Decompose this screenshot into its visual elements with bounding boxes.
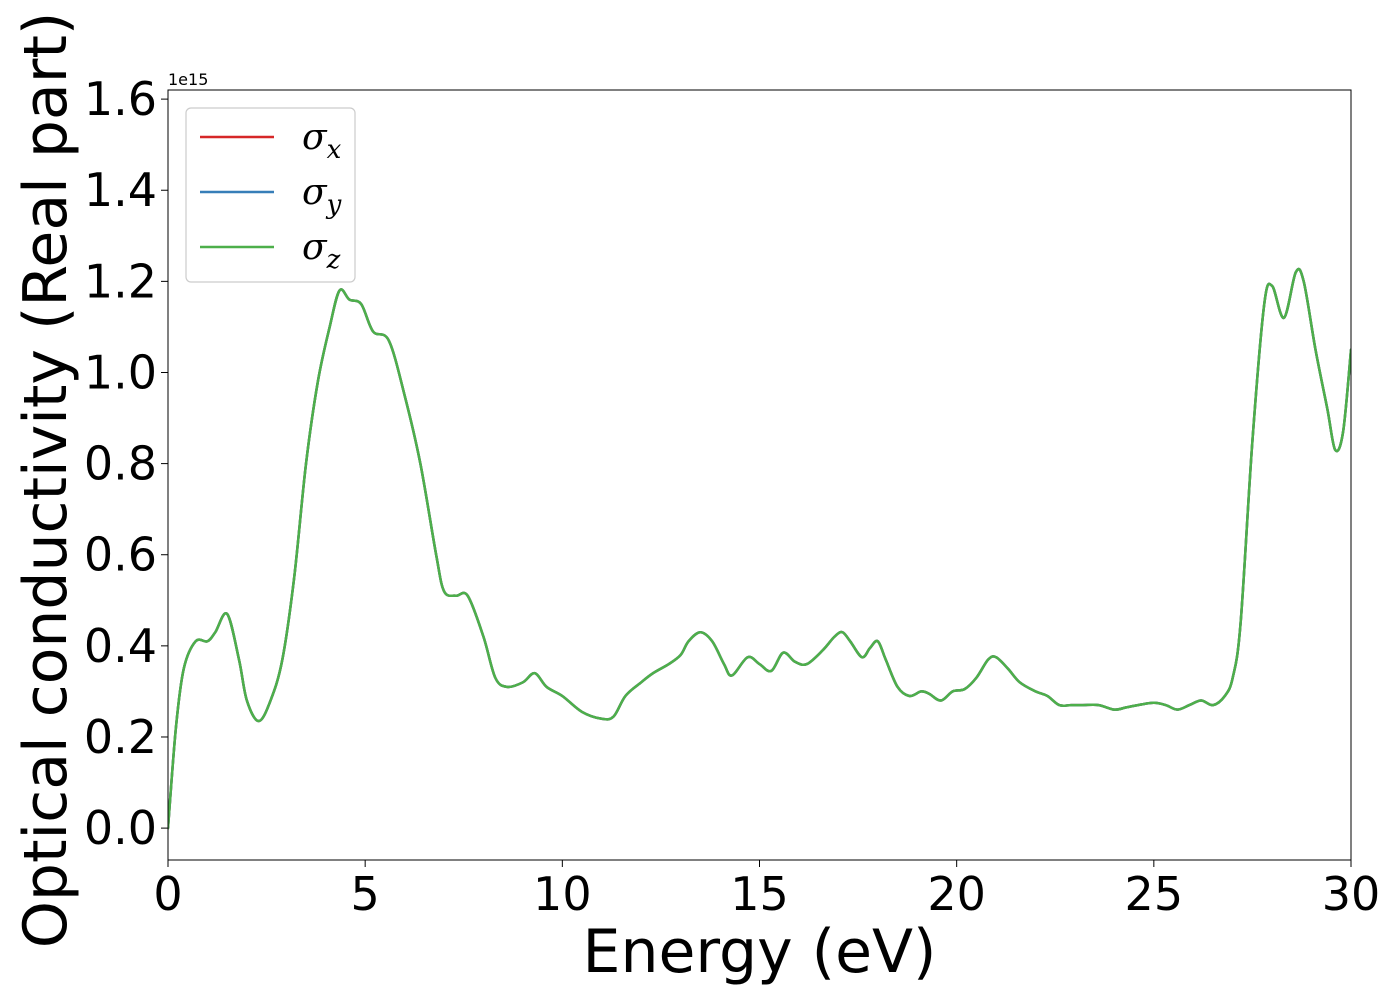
legend: σx σy σz: [185, 107, 356, 283]
x-tick-label: 30: [1322, 867, 1381, 921]
x-tick-label: 20: [927, 867, 986, 921]
x-tick-label: 15: [730, 867, 789, 921]
legend-items: σx σy σz: [200, 117, 342, 275]
y-tick-label: 0.0: [84, 801, 157, 855]
x-tick-label: 10: [533, 867, 592, 921]
series-layer: [168, 267, 1351, 830]
legend-label: σx: [302, 117, 342, 165]
y-tick-label: 0.4: [84, 619, 157, 673]
x-axis-title: Energy (eV): [583, 917, 937, 987]
legend-entry-x: σx: [200, 117, 342, 165]
y-tick-label: 0.8: [84, 437, 157, 491]
y-tick-label: 0.2: [84, 710, 157, 764]
y-tick-label: 1.6: [84, 72, 157, 126]
y-tick-label: 0.6: [84, 528, 157, 582]
y-offset-label: 1e15: [168, 70, 208, 89]
legend-entry-y: σy: [200, 172, 342, 220]
legend-entry-z: σz: [200, 227, 341, 275]
y-axis-title: Optical conductivity (Real part): [11, 12, 81, 949]
series-line-z: [168, 267, 1351, 830]
legend-label: σz: [302, 227, 341, 275]
x-tick-label: 25: [1125, 867, 1184, 921]
y-tick-label: 1.0: [84, 345, 157, 399]
y-tick-label: 1.4: [84, 163, 157, 217]
x-tick-label: 5: [351, 867, 380, 921]
legend-box: [185, 107, 356, 283]
legend-label: σy: [302, 172, 342, 220]
y-tick-label: 1.2: [84, 254, 157, 308]
x-tick-label: 0: [153, 867, 182, 921]
x-axis-ticks: 0 5 10 15 20 25 30: [153, 860, 1380, 921]
y-axis-ticks: 0.0 0.2 0.4 0.6 0.8 1.0 1.2 1.4 1.6: [84, 72, 168, 855]
